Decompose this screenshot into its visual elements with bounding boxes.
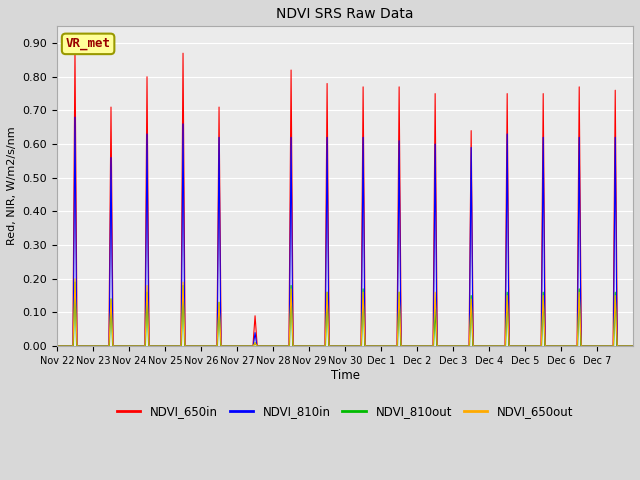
- NDVI_810in: [623, 343, 630, 349]
- Title: NDVI SRS Raw Data: NDVI SRS Raw Data: [276, 7, 414, 21]
- Line: NDVI_650in: NDVI_650in: [57, 50, 633, 346]
- NDVI_810in: [172, 343, 179, 349]
- NDVI_650in: [507, 343, 515, 349]
- NDVI_650out: [629, 343, 637, 349]
- NDVI_650in: [470, 343, 477, 349]
- NDVI_650out: [623, 343, 630, 349]
- NDVI_810out: [623, 343, 630, 349]
- NDVI_650out: [419, 343, 427, 349]
- NDVI_810in: [419, 343, 427, 349]
- NDVI_650out: [53, 343, 61, 349]
- Line: NDVI_650out: NDVI_650out: [57, 279, 633, 346]
- Legend: NDVI_650in, NDVI_810in, NDVI_810out, NDVI_650out: NDVI_650in, NDVI_810in, NDVI_810out, NDV…: [112, 400, 578, 422]
- X-axis label: Time: Time: [330, 369, 360, 382]
- NDVI_650in: [172, 343, 179, 349]
- NDVI_650in: [629, 343, 637, 349]
- NDVI_650out: [470, 343, 477, 349]
- NDVI_650out: [71, 276, 79, 282]
- NDVI_810out: [419, 343, 427, 349]
- Line: NDVI_810in: NDVI_810in: [57, 117, 633, 346]
- NDVI_810in: [71, 114, 79, 120]
- NDVI_810out: [172, 343, 179, 349]
- NDVI_810in: [53, 343, 61, 349]
- NDVI_810out: [470, 343, 477, 349]
- NDVI_650out: [172, 343, 179, 349]
- NDVI_650in: [71, 47, 79, 53]
- Y-axis label: Red, NIR, W/m2/s/nm: Red, NIR, W/m2/s/nm: [7, 127, 17, 245]
- NDVI_810out: [629, 343, 637, 349]
- NDVI_810in: [541, 343, 549, 349]
- NDVI_810out: [71, 279, 79, 285]
- NDVI_650in: [53, 343, 61, 349]
- NDVI_810out: [541, 343, 549, 349]
- NDVI_650in: [623, 343, 630, 349]
- NDVI_810in: [629, 343, 637, 349]
- NDVI_650out: [541, 343, 549, 349]
- NDVI_810in: [507, 343, 515, 349]
- Text: VR_met: VR_met: [66, 37, 111, 50]
- NDVI_810in: [470, 343, 477, 349]
- Line: NDVI_810out: NDVI_810out: [57, 282, 633, 346]
- NDVI_650in: [419, 343, 427, 349]
- NDVI_810out: [53, 343, 61, 349]
- NDVI_650out: [507, 343, 515, 349]
- NDVI_810out: [507, 343, 515, 349]
- NDVI_650in: [541, 322, 549, 328]
